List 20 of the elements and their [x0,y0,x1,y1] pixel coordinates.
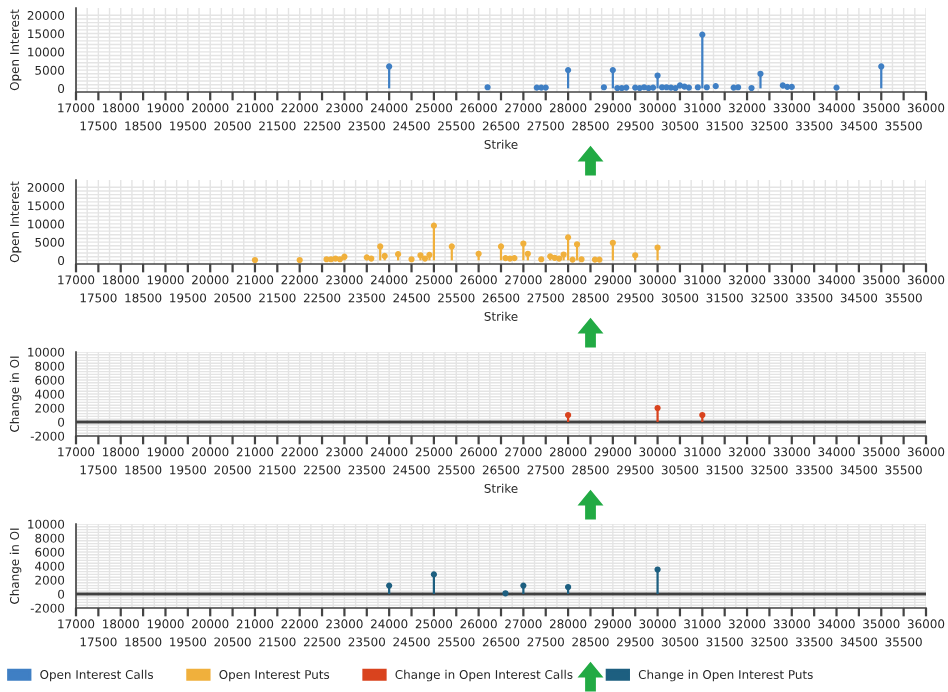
point [497,243,505,250]
point [520,582,527,589]
point [430,571,437,578]
point [757,70,764,77]
point [654,566,661,573]
point [654,72,661,79]
point [878,63,885,70]
point [386,63,393,70]
point [430,222,437,229]
point [654,244,661,251]
point [565,234,572,241]
point [448,243,455,250]
point [573,241,581,248]
point [377,243,384,250]
point [520,240,527,247]
point [565,66,572,74]
point [609,239,616,246]
point [699,31,706,38]
point [386,582,393,589]
point [609,66,616,74]
